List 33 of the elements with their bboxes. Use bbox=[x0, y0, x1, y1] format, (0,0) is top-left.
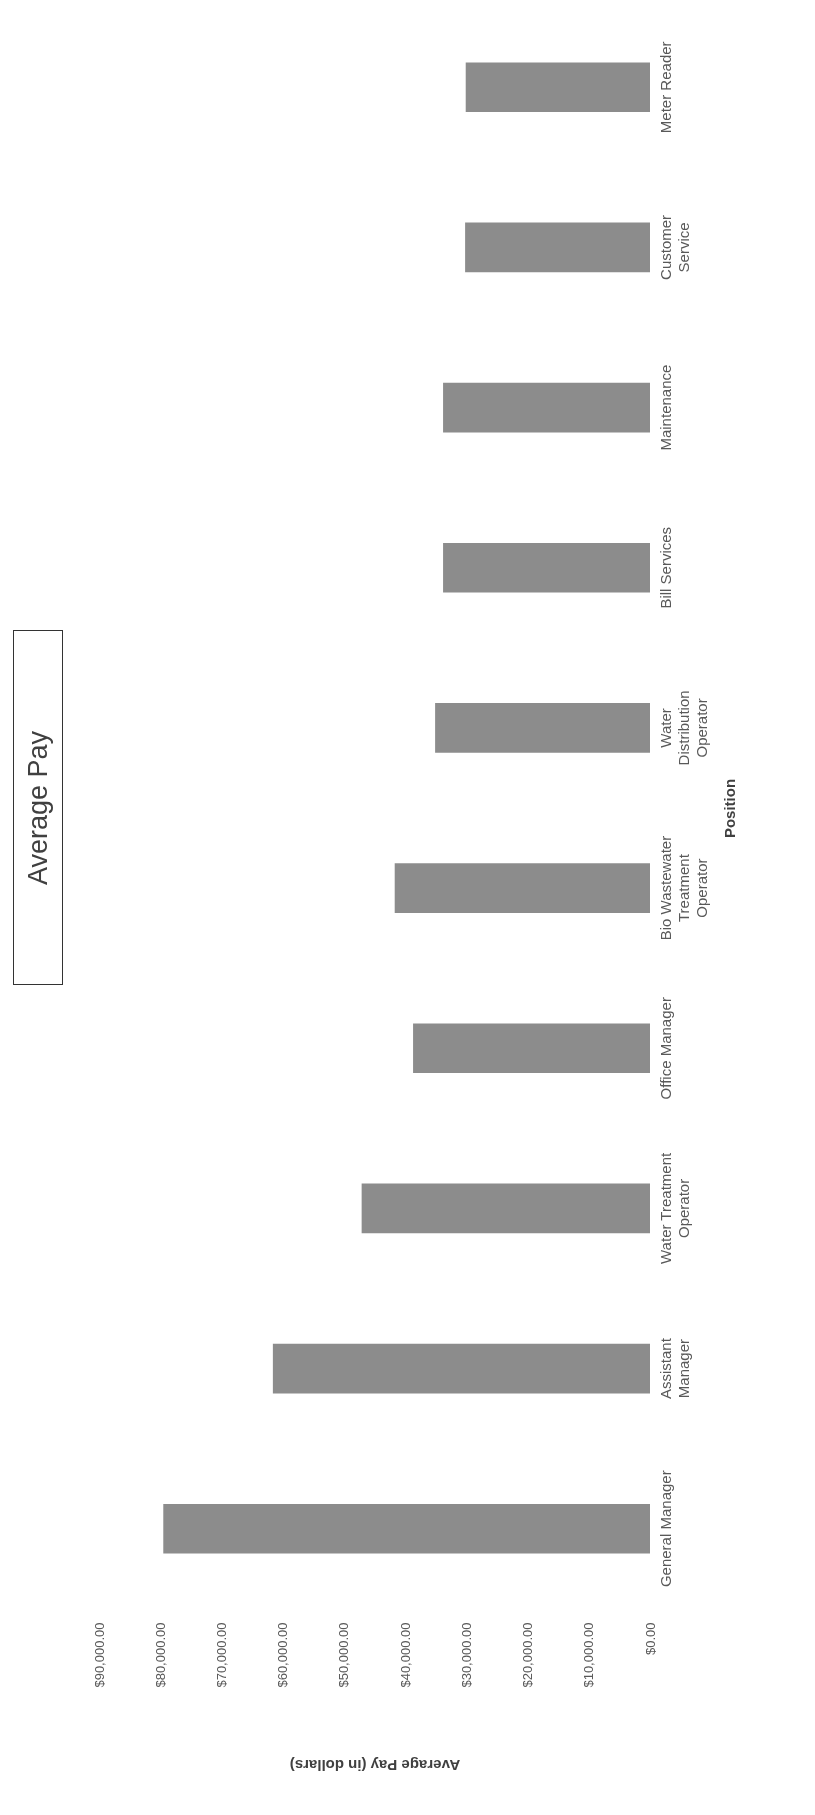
x-axis-title: Average Pay (in dollars) bbox=[289, 1756, 461, 1774]
y-tick-label: Customer Service bbox=[656, 214, 692, 280]
x-tick-label: $50,000.00 bbox=[336, 1622, 352, 1688]
y-tick-label: Assistant Manager bbox=[656, 1337, 692, 1399]
y-tick-label: Meter Reader bbox=[656, 41, 674, 134]
bar bbox=[465, 222, 650, 273]
x-tick-label: $20,000.00 bbox=[520, 1622, 536, 1688]
x-tick-label: $30,000.00 bbox=[458, 1622, 474, 1688]
text: Average Pay bbox=[23, 730, 53, 886]
y-tick-label: Office Manager bbox=[656, 997, 674, 1100]
x-tick-label: $40,000.00 bbox=[397, 1622, 413, 1688]
x-tick-label: $70,000.00 bbox=[213, 1622, 229, 1688]
bar bbox=[394, 863, 650, 913]
y-axis-title: Position bbox=[720, 778, 738, 839]
y-tick-label: Water Treatment Operator bbox=[656, 1152, 692, 1264]
bar bbox=[361, 1183, 650, 1234]
y-tick-label: Water Distribution Operator bbox=[656, 690, 710, 766]
x-tick-label: $80,000.00 bbox=[152, 1622, 168, 1688]
y-tick-label: Bill Services bbox=[656, 526, 674, 609]
y-tick-label: General Manager bbox=[656, 1470, 674, 1588]
bar bbox=[443, 542, 650, 593]
bar bbox=[435, 703, 650, 753]
bar bbox=[413, 1023, 650, 1074]
y-tick-label: Bio Wastewater Treatment Operator bbox=[656, 835, 710, 941]
x-tick-label: $60,000.00 bbox=[275, 1622, 291, 1688]
y-tick-label: Maintenance bbox=[656, 364, 674, 451]
x-tick-label: $0.00 bbox=[642, 1622, 658, 1656]
bar bbox=[163, 1503, 650, 1554]
x-tick-label: $10,000.00 bbox=[581, 1622, 597, 1688]
bar bbox=[465, 62, 650, 113]
bar bbox=[272, 1343, 650, 1394]
x-tick-label: $90,000.00 bbox=[91, 1622, 107, 1688]
bar bbox=[443, 382, 650, 433]
